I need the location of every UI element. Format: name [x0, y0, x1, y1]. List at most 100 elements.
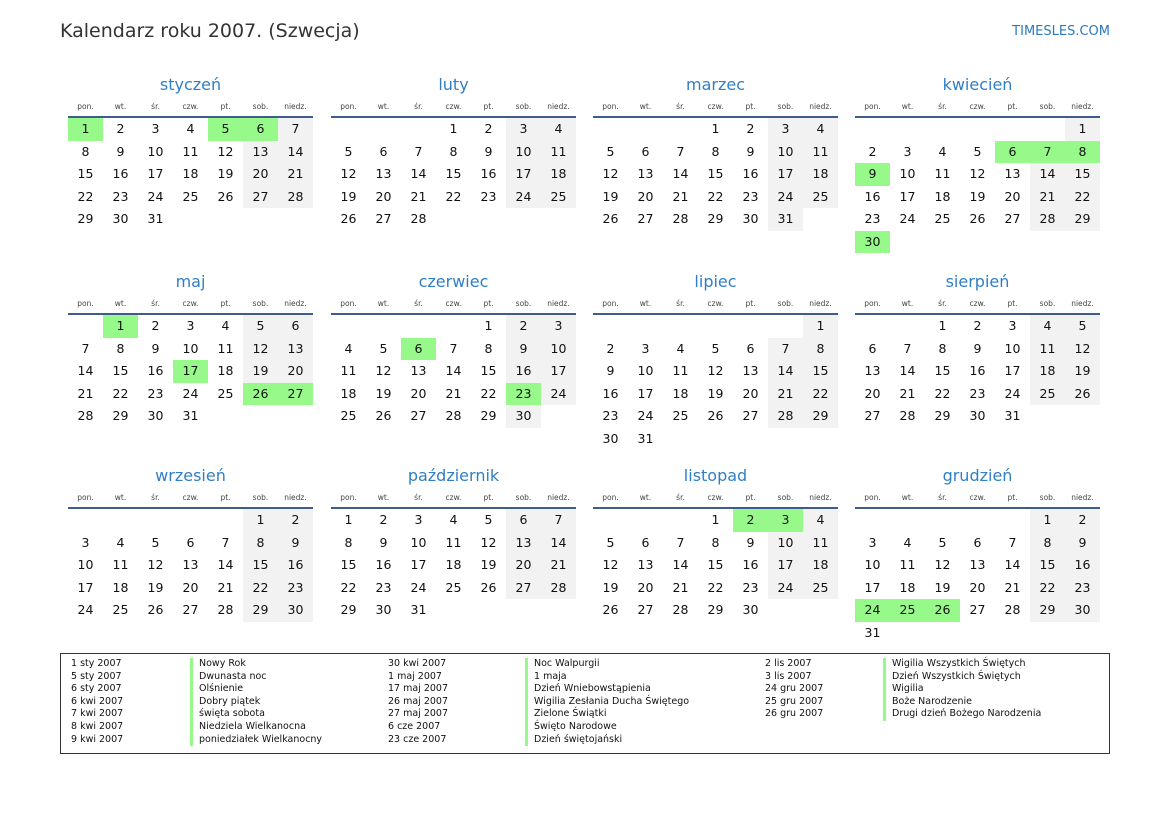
day-cell[interactable]: 1 — [1065, 118, 1100, 141]
day-cell[interactable]: 2 — [484, 121, 493, 136]
day-cell[interactable]: 9 — [973, 340, 982, 356]
day-cell[interactable]: 21 — [445, 385, 462, 401]
day-cell[interactable]: 18 — [899, 579, 916, 595]
day-cell[interactable]: 16 — [480, 166, 497, 181]
day-cell[interactable]: 26 — [969, 211, 986, 226]
day-cell[interactable]: 29 — [340, 602, 357, 617]
day-cell[interactable]: 4 — [903, 534, 912, 550]
day-cell[interactable]: 22 — [1030, 576, 1065, 599]
day-cell[interactable]: 28 — [1030, 208, 1065, 231]
day-cell[interactable]: 3 — [81, 534, 90, 550]
day-cell[interactable]: 26 — [1065, 382, 1100, 405]
day-cell[interactable]: 27 — [742, 408, 759, 423]
day-cell[interactable]: 10 — [768, 531, 803, 554]
day-cell[interactable]: 19 — [602, 579, 619, 595]
day-cell[interactable]: 20 — [182, 579, 199, 595]
day-cell[interactable]: 7 — [541, 509, 576, 532]
day-cell[interactable]: 10 — [182, 340, 199, 356]
day-cell[interactable]: 13 — [864, 363, 881, 378]
day-cell[interactable]: 2 — [1065, 509, 1100, 532]
day-cell[interactable]: 22 — [707, 579, 724, 595]
holiday-day[interactable]: 27 — [278, 382, 313, 405]
day-cell[interactable]: 2 — [506, 315, 541, 338]
day-cell[interactable]: 17 — [147, 166, 164, 181]
day-cell[interactable]: 27 — [375, 211, 392, 226]
day-cell[interactable]: 9 — [746, 143, 755, 159]
day-cell[interactable]: 18 — [112, 579, 129, 595]
day-cell[interactable]: 19 — [707, 385, 724, 401]
day-cell[interactable]: 19 — [969, 188, 986, 204]
day-cell[interactable]: 15 — [707, 557, 724, 572]
day-cell[interactable]: 2 — [278, 509, 313, 532]
day-cell[interactable]: 23 — [147, 385, 164, 401]
day-cell[interactable]: 14 — [278, 140, 313, 163]
day-cell[interactable]: 10 — [541, 337, 576, 360]
day-cell[interactable]: 29 — [1030, 599, 1065, 622]
day-cell[interactable]: 1 — [484, 318, 493, 333]
day-cell[interactable]: 18 — [1030, 360, 1065, 383]
day-cell[interactable]: 3 — [903, 143, 912, 159]
day-cell[interactable]: 16 — [375, 557, 392, 572]
day-cell[interactable]: 5 — [379, 340, 388, 356]
holiday-day[interactable]: 30 — [855, 230, 890, 253]
day-cell[interactable]: 24 — [506, 185, 541, 208]
day-cell[interactable]: 26 — [340, 211, 357, 226]
day-cell[interactable]: 30 — [742, 602, 759, 617]
day-cell[interactable]: 9 — [506, 337, 541, 360]
day-cell[interactable]: 10 — [864, 557, 881, 572]
day-cell[interactable]: 14 — [672, 166, 689, 181]
day-cell[interactable]: 8 — [344, 534, 353, 550]
day-cell[interactable]: 22 — [1065, 185, 1100, 208]
day-cell[interactable]: 23 — [864, 211, 881, 226]
day-cell[interactable]: 12 — [969, 166, 986, 181]
day-cell[interactable]: 9 — [484, 143, 493, 159]
day-cell[interactable]: 7 — [1008, 534, 1017, 550]
day-cell[interactable]: 16 — [278, 554, 313, 577]
day-cell[interactable]: 2 — [973, 318, 982, 333]
day-cell[interactable]: 9 — [379, 534, 388, 550]
day-cell[interactable]: 21 — [1004, 579, 1021, 595]
day-cell[interactable]: 31 — [1004, 408, 1021, 423]
day-cell[interactable]: 23 — [480, 188, 497, 204]
day-cell[interactable]: 22 — [112, 385, 129, 401]
day-cell[interactable]: 28 — [899, 408, 916, 423]
holiday-day[interactable]: 23 — [506, 382, 541, 405]
day-cell[interactable]: 28 — [541, 576, 576, 599]
day-cell[interactable]: 26 — [217, 188, 234, 204]
day-cell[interactable]: 9 — [1065, 531, 1100, 554]
day-cell[interactable]: 21 — [899, 385, 916, 401]
day-cell[interactable]: 13 — [637, 557, 654, 572]
day-cell[interactable]: 4 — [541, 118, 576, 141]
day-cell[interactable]: 18 — [541, 163, 576, 186]
day-cell[interactable]: 1 — [449, 121, 458, 136]
day-cell[interactable]: 7 — [768, 337, 803, 360]
day-cell[interactable]: 21 — [1030, 185, 1065, 208]
day-cell[interactable]: 10 — [768, 140, 803, 163]
day-cell[interactable]: 16 — [742, 166, 759, 181]
day-cell[interactable]: 21 — [410, 188, 427, 204]
day-cell[interactable]: 18 — [217, 363, 234, 378]
holiday-day[interactable]: 8 — [1065, 140, 1100, 163]
day-cell[interactable]: 23 — [112, 188, 129, 204]
day-cell[interactable]: 23 — [602, 408, 619, 423]
day-cell[interactable]: 17 — [768, 163, 803, 186]
day-cell[interactable]: 12 — [340, 166, 357, 181]
day-cell[interactable]: 26 — [707, 408, 724, 423]
day-cell[interactable]: 18 — [803, 163, 838, 186]
day-cell[interactable]: 4 — [186, 121, 195, 136]
day-cell[interactable]: 11 — [899, 557, 916, 572]
day-cell[interactable]: 10 — [1004, 340, 1021, 356]
day-cell[interactable]: 15 — [112, 363, 129, 378]
day-cell[interactable]: 29 — [707, 211, 724, 226]
day-cell[interactable]: 24 — [147, 188, 164, 204]
day-cell[interactable]: 11 — [182, 143, 199, 159]
day-cell[interactable]: 14 — [217, 557, 234, 572]
day-cell[interactable]: 3 — [151, 121, 160, 136]
day-cell[interactable]: 14 — [410, 166, 427, 181]
day-cell[interactable]: 3 — [1008, 318, 1017, 333]
day-cell[interactable]: 19 — [147, 579, 164, 595]
day-cell[interactable]: 29 — [243, 599, 278, 622]
day-cell[interactable]: 27 — [243, 185, 278, 208]
day-cell[interactable]: 12 — [934, 557, 951, 572]
day-cell[interactable]: 3 — [414, 512, 423, 527]
